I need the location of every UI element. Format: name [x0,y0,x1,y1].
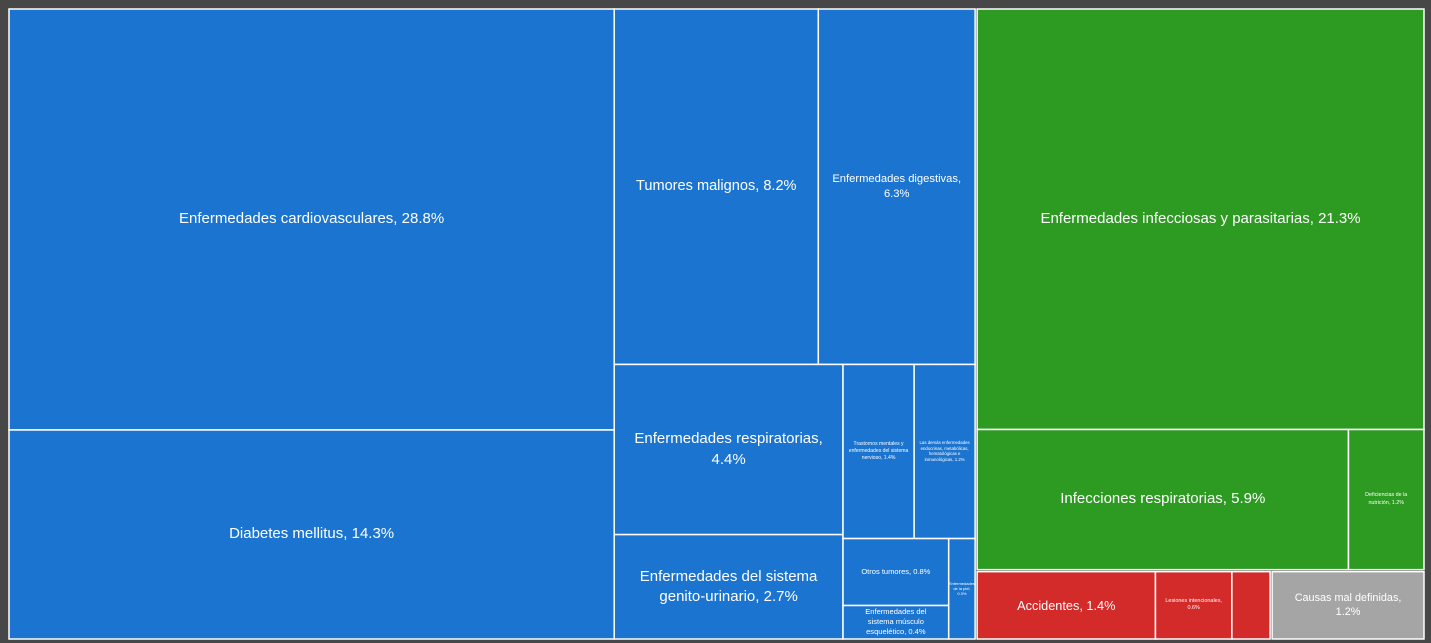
cell [947,537,976,640]
cell [1231,570,1271,640]
cell [1347,428,1425,571]
cell [842,363,915,540]
cell-label: Enfermedades de la piel, 0.3% [948,580,975,597]
cell-label-box: Diabetes mellitus, 14.3% [229,525,395,543]
cell-label: Diabetes mellitus, 14.3% [229,525,395,543]
cell [8,8,615,431]
cell-label: Enfermedades del sistema músculo esquelé… [865,606,927,637]
cell-label: Trastornos mentales y enfermedades del s… [848,441,909,461]
cell-label-box: Las demás enfermedades endocrinas, metab… [919,439,970,463]
cell [913,363,976,540]
cell-label: Enfermedades del sistema genito-urinario… [639,567,818,605]
cell-label-box: Accidentes, 1.4% [1017,597,1116,613]
cell-label: Las demás enfermedades endocrinas, metab… [919,439,970,463]
cell-label-box: Infecciones respiratorias, 5.9% [1060,490,1266,508]
cell-label-box: Tumores malignos, 8.2% [635,177,797,194]
cell-label-box: Enfermedades respiratorias, 4.4% [634,430,823,468]
cell-label-box: Enfermedades del sistema músculo esquelé… [865,606,927,637]
cell-label-box: Deficiencias de la nutrición, 1.2% [1365,492,1408,506]
cell [976,570,1157,640]
cell-label: Tumores malignos, 8.2% [635,177,797,194]
cell [8,429,615,640]
cell-label: Accidentes, 1.4% [1017,597,1116,613]
cell-label: Enfermedades digestivas, 6.3% [832,172,962,200]
cell-label-box: Enfermedades del sistema genito-urinario… [639,567,818,605]
cell [613,8,820,366]
cell [613,533,844,640]
cell-label: Causas mal definidas, 1.2% [1294,591,1402,619]
cell-label-box: Enfermedades de la piel, 0.3% [948,580,975,597]
cell [842,537,950,607]
cell [1271,570,1425,640]
cell [842,604,950,640]
cell [817,8,976,366]
cell-label: Enfermedades cardiovasculares, 28.8% [179,210,445,228]
cell-label: Enfermedades infecciosas y parasitarias,… [1040,210,1361,228]
cell-label-box: Enfermedades infecciosas y parasitarias,… [1040,210,1361,228]
cell-label-box: Otros tumores, 0.8% [861,566,931,576]
cell [1154,570,1233,640]
cell-label-box: Enfermedades cardiovasculares, 28.8% [179,210,445,228]
cell-label: Lesiones intencionales, 0.6% [1165,597,1222,612]
cell-label-box: Lesiones intencionales, 0.6% [1165,597,1222,612]
cell-label: Otros tumores, 0.8% [861,566,931,576]
cell-label: Enfermedades respiratorias, 4.4% [634,430,823,468]
cell [976,428,1350,571]
cell-label-box: Causas mal definidas, 1.2% [1294,591,1402,619]
cell-label: Infecciones respiratorias, 5.9% [1060,490,1266,508]
cell-label-box: Trastornos mentales y enfermedades del s… [848,441,909,461]
cell-label-box: Enfermedades digestivas, 6.3% [832,172,962,200]
cell-label: Deficiencias de la nutrición, 1.2% [1365,492,1408,506]
cell [976,8,1425,431]
